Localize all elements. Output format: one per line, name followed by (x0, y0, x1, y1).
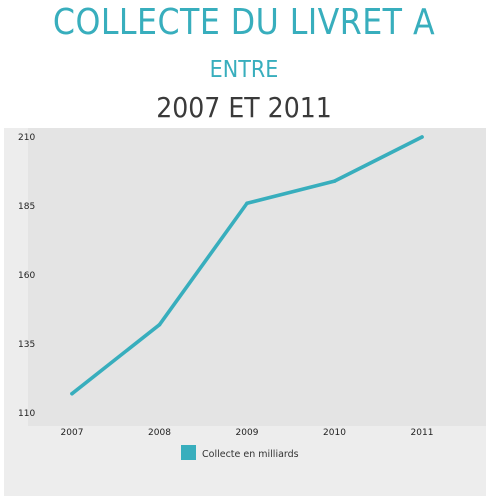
legend: Collecte en milliards (181, 445, 299, 460)
chart-title: COLLECTE DU LIVRET A (52, 2, 436, 43)
chart-years: 2007 ET 2011 (156, 91, 332, 124)
y-tick-label: 160 (18, 271, 35, 281)
x-tick-label: 2007 (61, 428, 84, 438)
data-point (245, 201, 249, 206)
data-point (420, 135, 424, 139)
x-tick-label: 2011 (411, 428, 434, 438)
y-tick-label: 185 (18, 202, 35, 212)
y-tick-label: 135 (18, 340, 35, 350)
x-tick-label: 2009 (236, 428, 259, 438)
data-point (157, 322, 162, 327)
x-tick-label: 2008 (148, 428, 171, 438)
x-tick-label: 2010 (323, 428, 346, 438)
chart-subtitle: ENTRE (209, 57, 279, 83)
y-tick-label: 210 (18, 133, 35, 143)
y-tick-label: 110 (18, 409, 35, 419)
data-point (332, 179, 337, 183)
data-point (70, 391, 74, 396)
plot-area (28, 128, 486, 426)
legend-swatch (181, 445, 196, 460)
legend-label: Collecte en milliards (202, 449, 299, 460)
